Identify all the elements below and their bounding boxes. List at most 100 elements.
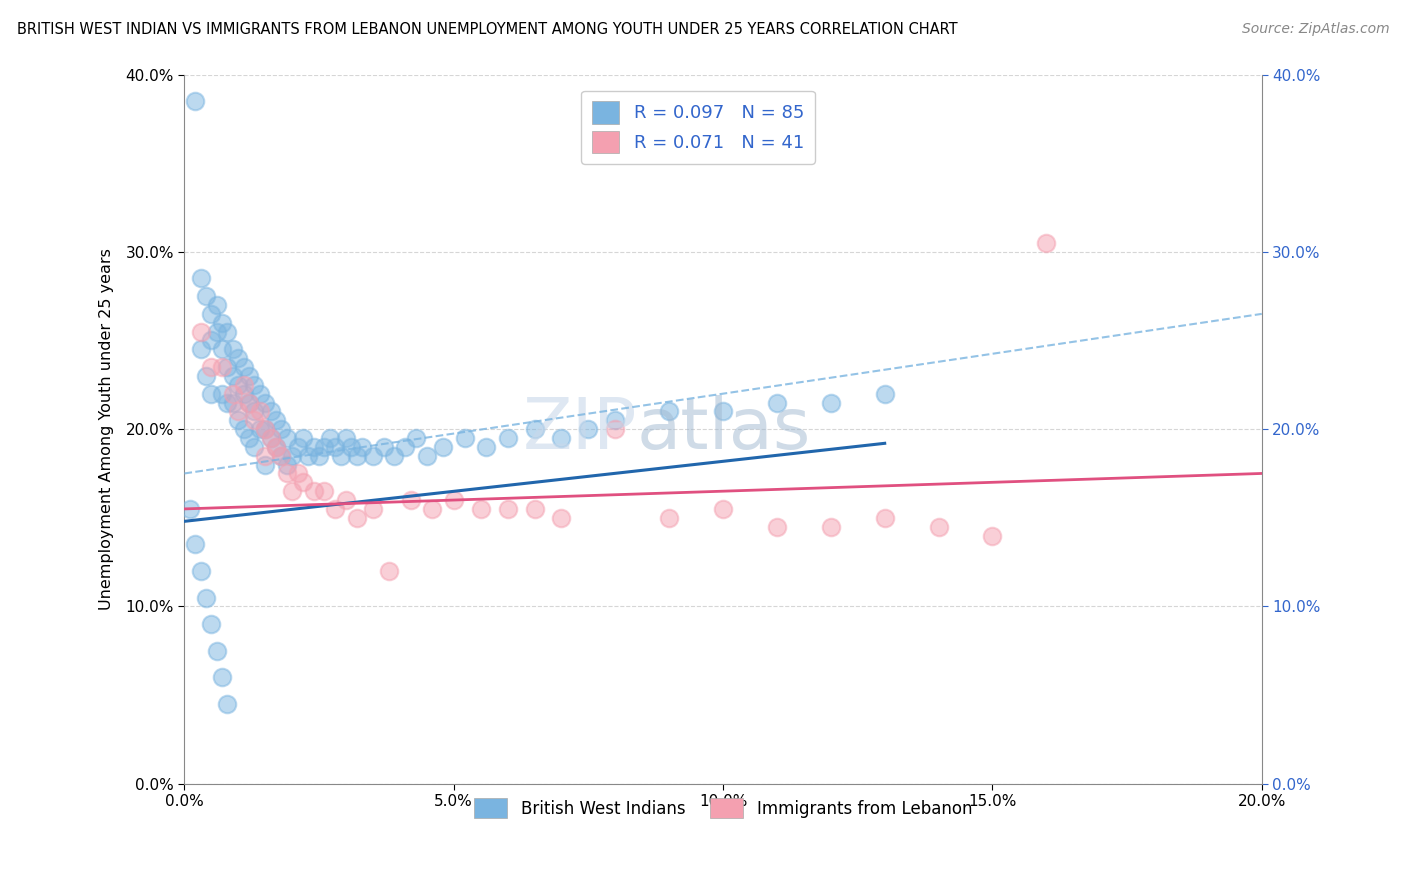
Point xyxy=(243,440,266,454)
Point xyxy=(238,368,260,383)
Point xyxy=(523,422,546,436)
Point xyxy=(550,431,572,445)
Point xyxy=(361,502,384,516)
Point xyxy=(190,343,212,357)
Point xyxy=(766,395,789,409)
Point xyxy=(352,440,374,454)
Point xyxy=(200,360,222,375)
Point xyxy=(302,484,325,499)
Point xyxy=(470,502,492,516)
Point xyxy=(323,440,346,454)
Point xyxy=(394,440,416,454)
Point xyxy=(243,377,266,392)
Point xyxy=(276,467,298,481)
Point xyxy=(217,325,239,339)
Point xyxy=(281,449,304,463)
Point xyxy=(291,475,314,490)
Point xyxy=(249,422,271,436)
Point xyxy=(222,368,245,383)
Point xyxy=(190,271,212,285)
Point xyxy=(711,404,734,418)
Point xyxy=(211,343,233,357)
Text: Source: ZipAtlas.com: Source: ZipAtlas.com xyxy=(1241,22,1389,37)
Point xyxy=(211,360,233,375)
Point xyxy=(232,377,254,392)
Point xyxy=(217,395,239,409)
Point xyxy=(259,431,281,445)
Point xyxy=(205,644,228,658)
Point xyxy=(329,449,352,463)
Point xyxy=(335,431,357,445)
Point xyxy=(766,519,789,533)
Point xyxy=(605,413,627,427)
Point xyxy=(232,386,254,401)
Point xyxy=(217,697,239,711)
Point xyxy=(496,502,519,516)
Point xyxy=(820,395,842,409)
Point xyxy=(443,493,465,508)
Point xyxy=(238,395,260,409)
Point xyxy=(711,502,734,516)
Point xyxy=(184,537,207,551)
Point xyxy=(475,440,498,454)
Point xyxy=(226,377,249,392)
Text: atlas: atlas xyxy=(637,394,811,464)
Point xyxy=(211,670,233,684)
Point xyxy=(384,449,406,463)
Point xyxy=(249,386,271,401)
Point xyxy=(222,343,245,357)
Point xyxy=(194,591,217,605)
Point xyxy=(200,386,222,401)
Point xyxy=(254,449,277,463)
Point xyxy=(190,325,212,339)
Legend: British West Indians, Immigrants from Lebanon: British West Indians, Immigrants from Le… xyxy=(467,791,979,825)
Point xyxy=(243,413,266,427)
Point xyxy=(264,440,287,454)
Point xyxy=(190,564,212,578)
Point xyxy=(550,510,572,524)
Point xyxy=(1035,235,1057,250)
Point xyxy=(405,431,427,445)
Point xyxy=(981,528,1004,542)
Point xyxy=(873,510,896,524)
Point xyxy=(420,502,443,516)
Point xyxy=(194,368,217,383)
Point xyxy=(270,449,292,463)
Text: BRITISH WEST INDIAN VS IMMIGRANTS FROM LEBANON UNEMPLOYMENT AMONG YOUTH UNDER 25: BRITISH WEST INDIAN VS IMMIGRANTS FROM L… xyxy=(17,22,957,37)
Point xyxy=(361,449,384,463)
Point xyxy=(200,334,222,348)
Point xyxy=(200,307,222,321)
Y-axis label: Unemployment Among Youth under 25 years: Unemployment Among Youth under 25 years xyxy=(100,248,114,610)
Point xyxy=(205,298,228,312)
Point xyxy=(259,431,281,445)
Point xyxy=(378,564,401,578)
Point xyxy=(578,422,600,436)
Point xyxy=(287,440,309,454)
Point xyxy=(323,502,346,516)
Point xyxy=(281,484,304,499)
Point xyxy=(254,422,277,436)
Point xyxy=(297,449,319,463)
Point xyxy=(222,386,245,401)
Point xyxy=(249,404,271,418)
Point xyxy=(399,493,422,508)
Point xyxy=(259,404,281,418)
Point xyxy=(264,413,287,427)
Point xyxy=(308,449,330,463)
Point xyxy=(238,431,260,445)
Point xyxy=(179,502,201,516)
Point xyxy=(254,422,277,436)
Point xyxy=(217,360,239,375)
Point xyxy=(264,440,287,454)
Point xyxy=(928,519,950,533)
Point xyxy=(314,484,336,499)
Point xyxy=(291,431,314,445)
Point xyxy=(335,493,357,508)
Point xyxy=(302,440,325,454)
Point xyxy=(658,404,681,418)
Point xyxy=(232,422,254,436)
Point xyxy=(276,431,298,445)
Point xyxy=(453,431,475,445)
Point xyxy=(270,449,292,463)
Point xyxy=(319,431,342,445)
